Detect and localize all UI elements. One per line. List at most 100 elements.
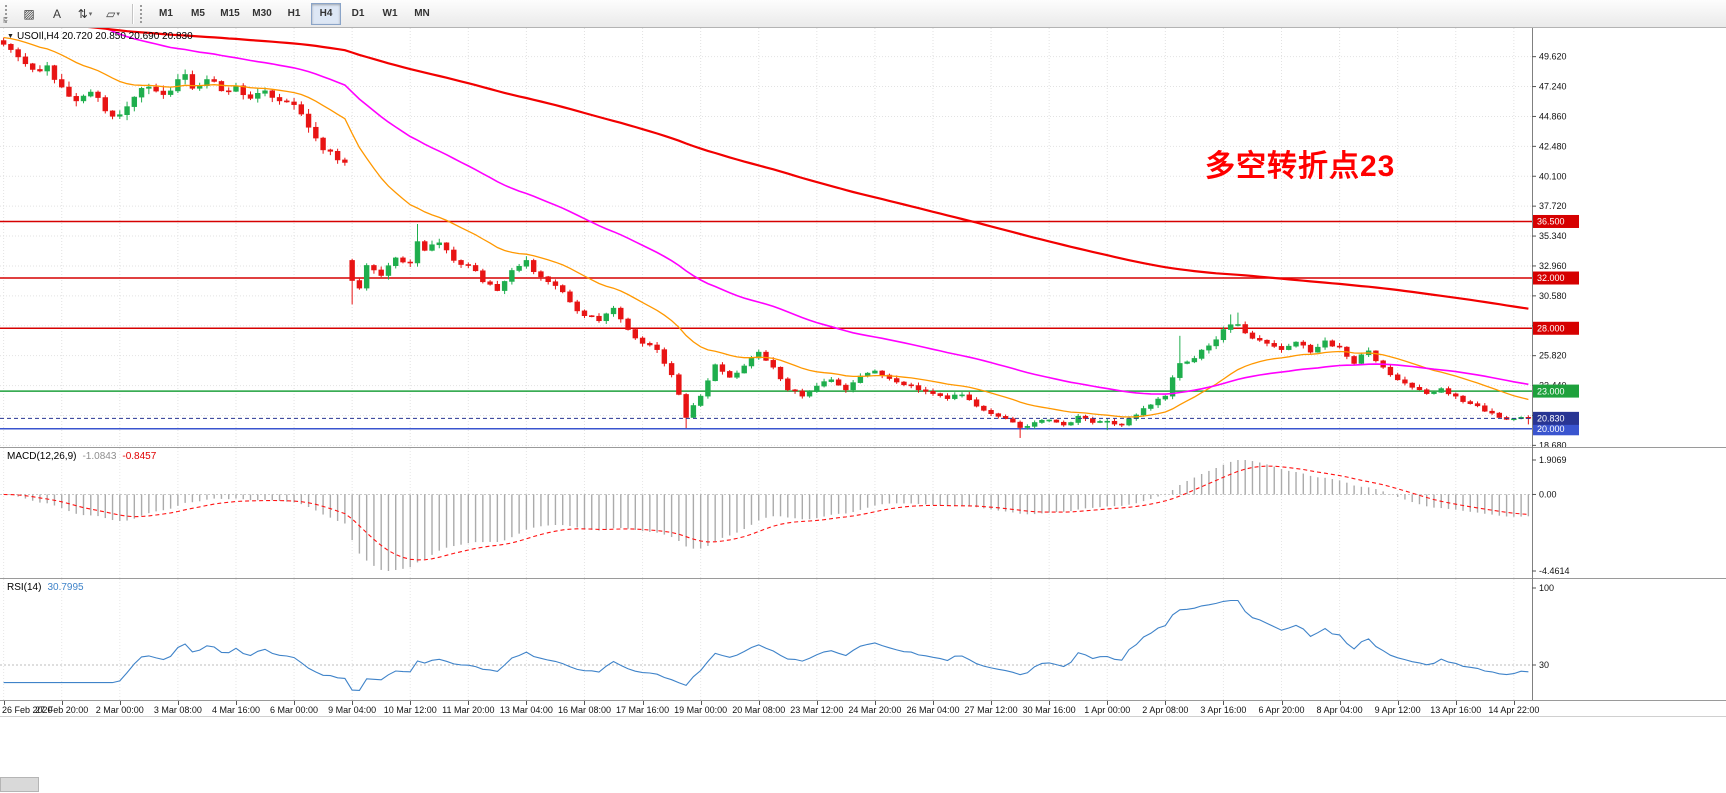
time-tick xyxy=(1397,701,1399,705)
time-tick xyxy=(61,701,63,705)
time-tick xyxy=(1107,701,1109,705)
rsi-panel-canvas[interactable]: 100 30 xyxy=(0,578,1726,700)
timeframe-button-d1[interactable]: D1 xyxy=(351,8,365,19)
time-tick xyxy=(526,701,528,705)
price-tick-label: 35.340 xyxy=(1539,231,1567,241)
chart-title-text: USOIl,H4 20.720 20.850 20.690 20.830 xyxy=(16,31,193,42)
toolbar-separator xyxy=(132,3,134,24)
symbol-dropdown-icon[interactable]: ▼ xyxy=(7,33,14,40)
rsi-line xyxy=(3,599,1529,691)
macd-panel-canvas[interactable]: 1.9069 0.00 -4.4614 xyxy=(0,447,1726,578)
svg-text:23.000: 23.000 xyxy=(1537,386,1565,396)
hline-badge-36.500[interactable]: 36.500 xyxy=(1533,214,1579,228)
time-label: 19 Mar 00:00 xyxy=(674,705,728,715)
timeframe-button-w1[interactable]: W1 xyxy=(382,8,398,19)
dropdown-caret-icon[interactable]: ▾ xyxy=(116,10,120,18)
toolbar-drag-handle-2[interactable] xyxy=(140,4,146,23)
toolbar-drag-handle[interactable] xyxy=(5,4,11,23)
time-tick xyxy=(642,701,644,705)
timeframe-button-m15[interactable]: M15 xyxy=(220,8,240,19)
dropdown-caret-icon[interactable]: ▾ xyxy=(88,10,93,18)
price-tick-label: 44.860 xyxy=(1539,111,1567,121)
arrows-tool-icon[interactable]: ⇅ ▾ xyxy=(77,6,93,21)
timeframe-button-m30[interactable]: M30 xyxy=(252,8,272,19)
moving-averages xyxy=(3,28,1529,418)
time-tick xyxy=(1513,701,1515,705)
timeframe-toolbar: M1 M5 M15 M30 H1 H4 D1 W1 MN xyxy=(150,2,438,25)
price-tick-label: 47.240 xyxy=(1539,82,1567,92)
toolbar-icons: ▨ A ⇅ ▾ ▱ ▾ xyxy=(15,2,127,25)
current-price-badge[interactable]: 20.830 xyxy=(1533,411,1579,425)
svg-text:36.500: 36.500 xyxy=(1537,217,1565,227)
time-label: 27 Feb 20:00 xyxy=(35,705,89,715)
price-tick-label: 42.480 xyxy=(1539,141,1567,151)
chart-toolbar: ▨ A ⇅ ▾ ▱ ▾ M1 M5 M15 M30 H1 H4 D1 W1 MN F xyxy=(0,0,1726,28)
time-label: 30 Mar 16:00 xyxy=(1022,705,1076,715)
timeframe-button-m5[interactable]: M5 xyxy=(191,8,205,19)
time-tick xyxy=(468,701,470,705)
hline-badge-20.000[interactable]: 20.000 xyxy=(1533,422,1579,436)
hline-badge-23.000[interactable]: 23.000 xyxy=(1533,384,1579,398)
time-tick xyxy=(758,701,760,705)
dock-label: F xyxy=(3,16,8,25)
time-tick xyxy=(235,701,237,705)
horizontal-lines[interactable] xyxy=(0,220,1532,430)
shapes-tool-icon[interactable]: ▱ ▾ xyxy=(106,6,120,21)
bottom-left-box xyxy=(0,777,39,792)
macd-tick-label: 1.9069 xyxy=(1539,455,1567,465)
macd-tick-label: 0.00 xyxy=(1539,489,1557,499)
time-label: 4 Mar 16:00 xyxy=(211,705,260,715)
time-label: 26 Mar 04:00 xyxy=(906,705,960,715)
time-tick xyxy=(3,701,5,705)
time-label: 14 Apr 22:00 xyxy=(1488,705,1540,715)
time-tick xyxy=(932,701,934,705)
time-tick xyxy=(119,701,121,705)
time-label: 2 Mar 00:00 xyxy=(95,705,144,715)
timeframe-button-m1[interactable]: M1 xyxy=(159,8,173,19)
timeframe-button-h1[interactable]: H1 xyxy=(287,8,301,19)
time-axis[interactable]: 26 Feb 2020 27 Feb 20:00 2 Mar 00:00 3 Mar … xyxy=(0,700,1726,716)
time-label: 20 Mar 08:00 xyxy=(732,705,786,715)
text-tool-icon[interactable]: A xyxy=(52,6,61,21)
macd-signal-value: -0.8457 xyxy=(122,451,157,462)
time-tick xyxy=(1049,701,1051,705)
svg-text:32.000: 32.000 xyxy=(1537,273,1565,283)
macd-label: MACD(12,26,9) -1.0843 -0.8457 xyxy=(7,451,156,462)
ma-mid-magenta xyxy=(103,28,1529,395)
time-tick xyxy=(1339,701,1341,705)
time-label: 26 Feb 2020 xyxy=(2,705,53,715)
time-label: 9 Apr 12:00 xyxy=(1374,705,1421,715)
macd-histogram xyxy=(10,460,1530,571)
rsi-tick-label: 100 xyxy=(1539,583,1554,593)
chart-title: ▼ USOIl,H4 20.720 20.850 20.690 20.830 xyxy=(7,31,193,42)
time-label: 10 Mar 12:00 xyxy=(383,705,437,715)
time-label: 16 Mar 08:00 xyxy=(557,705,611,715)
rsi-tick-label: 30 xyxy=(1539,660,1549,670)
hline-badge-32.000[interactable]: 32.000 xyxy=(1533,271,1579,285)
time-tick xyxy=(1281,701,1283,705)
time-label: 3 Apr 16:00 xyxy=(1200,705,1247,715)
pattern-tool-icon[interactable]: ▨ xyxy=(23,6,35,21)
hline-badge-28.000[interactable]: 28.000 xyxy=(1533,321,1579,335)
main-chart-canvas[interactable]: 49.620 47.240 44.860 42.480 40.100 37.720 35.3… xyxy=(0,28,1726,447)
time-tick xyxy=(991,701,993,705)
price-tick-label: 30.580 xyxy=(1539,291,1567,301)
macd-grid xyxy=(3,448,1515,578)
time-label: 6 Apr 20:00 xyxy=(1258,705,1305,715)
timeframe-button-h4[interactable]: H4 xyxy=(311,2,341,25)
annotation-text[interactable]: 多空转折点23 xyxy=(1205,150,1396,183)
price-tick-label: 32.960 xyxy=(1539,261,1567,271)
candles xyxy=(0,37,1532,438)
rsi-axis: 100 30 xyxy=(1532,583,1554,670)
time-label: 17 Mar 16:00 xyxy=(616,705,670,715)
macd-tick-label: -4.4614 xyxy=(1539,566,1570,576)
time-label: 13 Mar 04:00 xyxy=(499,705,553,715)
macd-axis: 1.9069 0.00 -4.4614 xyxy=(1532,455,1570,576)
price-tick-label: 40.100 xyxy=(1539,171,1567,181)
time-label: 2 Apr 08:00 xyxy=(1142,705,1189,715)
price-tick-label: 49.620 xyxy=(1539,52,1567,62)
time-tick xyxy=(1165,701,1167,705)
timeframe-button-mn[interactable]: MN xyxy=(414,8,430,19)
time-label: 13 Apr 16:00 xyxy=(1430,705,1482,715)
time-tick xyxy=(874,701,876,705)
